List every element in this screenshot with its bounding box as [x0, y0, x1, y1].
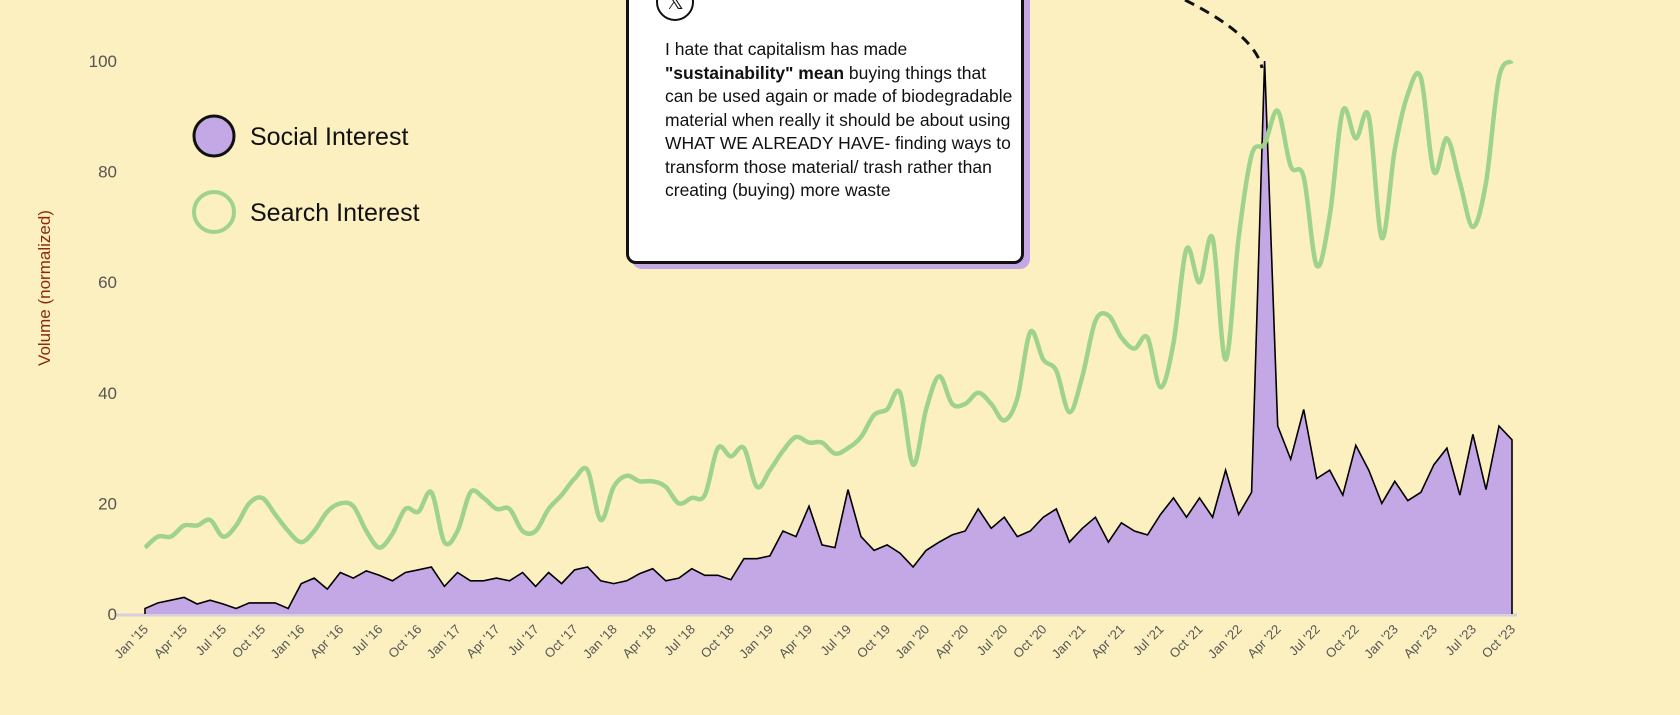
x-tick-label: Jan '17: [424, 622, 464, 662]
social-interest-area: [145, 61, 1512, 614]
x-tick-label: Oct '17: [541, 622, 580, 661]
x-tick-label: Jul '18: [661, 622, 698, 659]
x-tick-label: Apr '16: [307, 622, 346, 661]
legend-search-swatch: [192, 190, 236, 234]
x-tick-label: Oct '19: [854, 622, 893, 661]
x-tick-label: Jul '17: [505, 622, 542, 659]
x-logo-icon: 𝕏: [656, 0, 694, 21]
y-tick-label: 80: [98, 163, 117, 182]
x-tick-label: Jul '16: [349, 622, 386, 659]
tweet-text-rest: buying things that can be used again or …: [665, 62, 1013, 201]
x-tick-label: Jan '21: [1049, 622, 1089, 662]
x-tick-label: Jul '19: [817, 622, 854, 659]
x-tick-label: Apr '21: [1088, 622, 1127, 661]
x-tick-label: Oct '20: [1010, 622, 1049, 661]
x-tick-label: Jan '16: [267, 622, 307, 662]
x-tick-label: Jul '15: [192, 622, 229, 659]
y-tick-label: 60: [98, 273, 117, 292]
x-tick-label: Oct '15: [229, 622, 268, 661]
y-axis-label: Volume (normalized): [35, 210, 54, 366]
annotation-connector: [1184, 0, 1264, 69]
x-tick-label: Oct '18: [698, 622, 737, 661]
x-tick-label: Apr '17: [463, 622, 502, 661]
x-tick-label: Jan '18: [580, 622, 620, 662]
x-tick-label: Apr '15: [151, 622, 190, 661]
x-tick-label: Apr '19: [776, 622, 815, 661]
x-tick-label: Oct '22: [1322, 622, 1361, 661]
legend-social-label: Social Interest: [250, 123, 408, 151]
tweet-text-plain: I hate that capitalism has made: [665, 39, 908, 59]
x-tick-label: Oct '21: [1166, 622, 1205, 661]
x-tick-label: Jan '23: [1361, 622, 1401, 662]
x-tick-label: Apr '23: [1401, 622, 1440, 661]
x-tick-label: Apr '18: [619, 622, 658, 661]
tweet-text-bold: "sustainability" mean: [665, 62, 845, 83]
x-tick-label: Jul '22: [1286, 622, 1323, 659]
social-interest-line: [144, 60, 1513, 614]
y-tick-label: 20: [98, 494, 117, 513]
y-tick-label: 40: [98, 384, 117, 403]
x-tick-label: Jul '21: [1130, 622, 1167, 659]
tweet-text: I hate that capitalism has made "sustain…: [665, 38, 1015, 203]
x-tick-label: Jan '22: [1205, 622, 1245, 662]
x-tick-label: Jan '19: [736, 622, 776, 662]
y-tick-label: 100: [89, 52, 117, 71]
x-tick-label: Jul '23: [1442, 622, 1479, 659]
x-tick-label: Jan '20: [892, 622, 932, 662]
x-tick-label: Jul '20: [973, 622, 1010, 659]
legend-search-label: Search Interest: [250, 199, 420, 227]
legend: Social Interest Search Interest: [192, 114, 420, 234]
x-tick-label: Apr '20: [932, 622, 971, 661]
x-tick-label: Oct '23: [1479, 622, 1518, 661]
x-tick-label: Oct '16: [385, 622, 424, 661]
search-interest-line: [143, 59, 1514, 550]
x-tick-label: Apr '22: [1244, 622, 1283, 661]
legend-social-swatch: [192, 114, 236, 158]
annotation-tweet-card: 𝕏 I hate that capitalism has made "susta…: [626, 0, 1024, 264]
x-tick-label: Jan '15: [111, 622, 151, 662]
y-tick-label: 0: [108, 605, 117, 624]
